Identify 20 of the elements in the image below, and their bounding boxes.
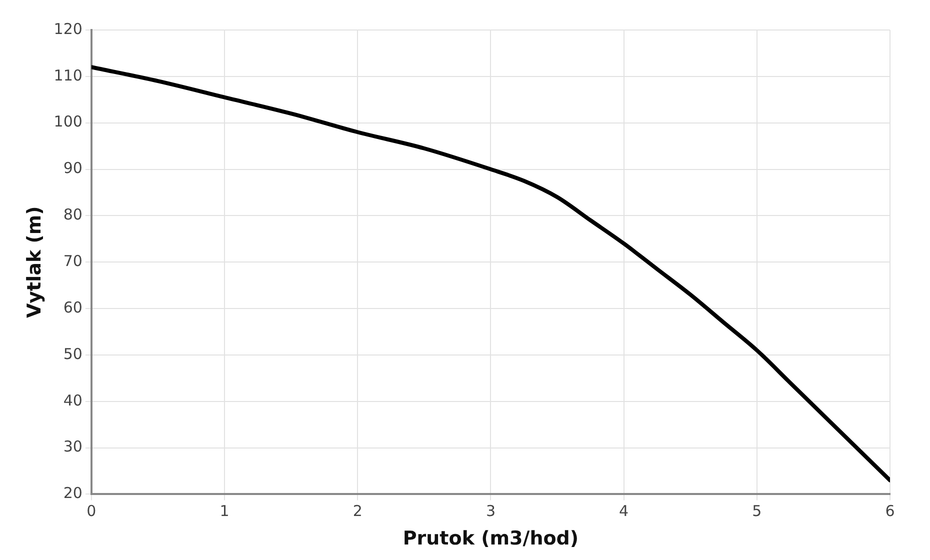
y-tick-label: 120 bbox=[54, 20, 82, 38]
x-tick-label: 0 bbox=[86, 502, 96, 520]
y-tick-label: 100 bbox=[54, 112, 82, 131]
x-tick-label: 4 bbox=[619, 502, 629, 520]
y-tick-label: 70 bbox=[63, 252, 82, 270]
x-tick-label: 3 bbox=[486, 502, 496, 520]
y-tick-label: 90 bbox=[63, 159, 82, 178]
x-tick-label: 5 bbox=[752, 502, 762, 520]
y-tick-label: 110 bbox=[54, 66, 82, 84]
y-tick-label: 30 bbox=[63, 438, 82, 456]
y-axis-title: Vytlak (m) bbox=[23, 206, 46, 318]
y-tick-label: 40 bbox=[63, 391, 82, 410]
x-axis-title: Prutok (m3/hod) bbox=[402, 528, 579, 550]
x-tick-label: 1 bbox=[220, 502, 230, 520]
x-tick-label: 2 bbox=[352, 502, 362, 520]
y-tick-label: 20 bbox=[63, 484, 82, 502]
y-tick-label: 60 bbox=[63, 298, 82, 316]
y-tick-label: 50 bbox=[63, 344, 82, 363]
x-tick-label: 6 bbox=[885, 502, 895, 520]
y-tick-label: 80 bbox=[63, 206, 82, 224]
